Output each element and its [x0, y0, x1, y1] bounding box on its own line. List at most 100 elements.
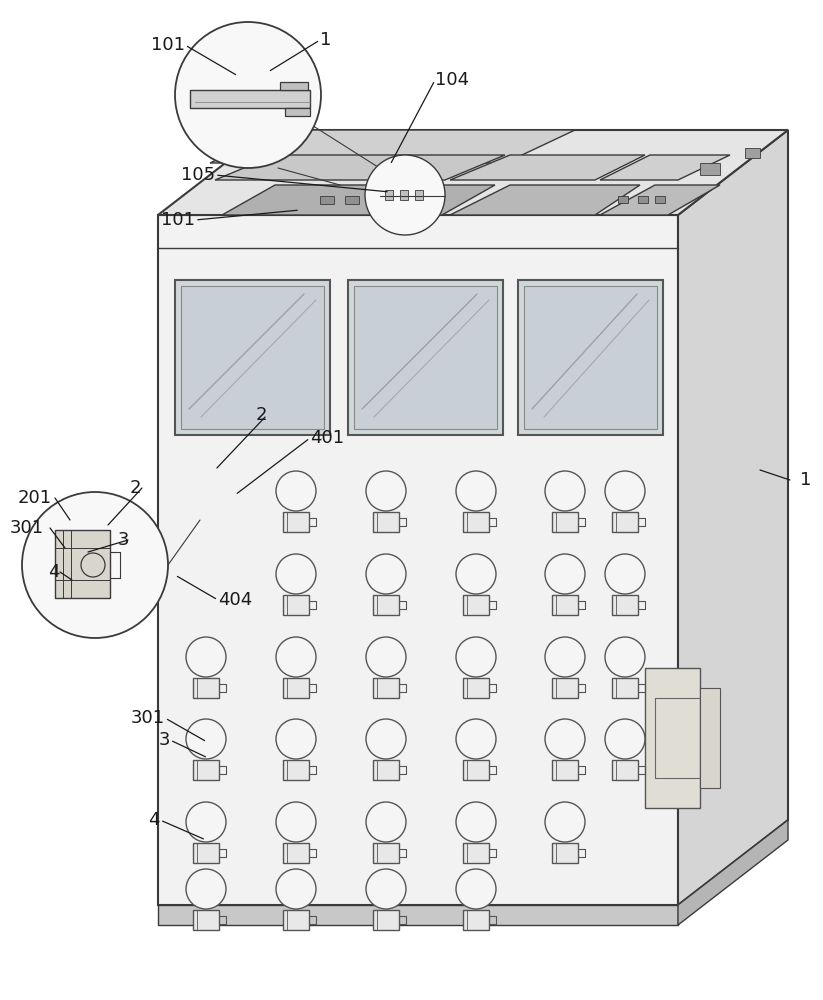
Polygon shape	[373, 512, 399, 532]
Circle shape	[366, 554, 406, 594]
Circle shape	[456, 554, 496, 594]
Polygon shape	[600, 155, 730, 180]
Polygon shape	[612, 595, 638, 615]
Circle shape	[366, 719, 406, 759]
Polygon shape	[55, 530, 110, 598]
Text: 301: 301	[10, 519, 44, 537]
Polygon shape	[285, 108, 310, 116]
Polygon shape	[655, 196, 665, 203]
Polygon shape	[373, 910, 399, 930]
Circle shape	[186, 719, 226, 759]
Polygon shape	[638, 196, 648, 203]
Polygon shape	[193, 910, 219, 930]
Polygon shape	[552, 512, 578, 532]
Polygon shape	[373, 678, 399, 698]
Polygon shape	[320, 196, 334, 204]
Text: 101: 101	[161, 211, 195, 229]
Polygon shape	[678, 820, 788, 925]
Polygon shape	[373, 843, 399, 863]
Polygon shape	[463, 843, 489, 863]
Text: 404: 404	[218, 591, 253, 609]
Polygon shape	[463, 760, 489, 780]
Polygon shape	[700, 163, 720, 175]
Text: 401: 401	[310, 429, 344, 447]
Circle shape	[456, 471, 496, 511]
Polygon shape	[463, 678, 489, 698]
Circle shape	[186, 802, 226, 842]
Polygon shape	[193, 843, 219, 863]
Circle shape	[456, 637, 496, 677]
Polygon shape	[700, 688, 720, 788]
Circle shape	[456, 802, 496, 842]
Polygon shape	[552, 843, 578, 863]
Circle shape	[276, 719, 316, 759]
Polygon shape	[193, 760, 219, 780]
Circle shape	[366, 471, 406, 511]
Circle shape	[605, 554, 645, 594]
Polygon shape	[215, 155, 505, 180]
Polygon shape	[400, 190, 408, 200]
Polygon shape	[385, 190, 393, 200]
Text: 105: 105	[181, 166, 215, 184]
Polygon shape	[283, 760, 309, 780]
Polygon shape	[158, 215, 678, 905]
Bar	[181, 286, 324, 429]
Polygon shape	[552, 760, 578, 780]
Polygon shape	[450, 155, 645, 180]
Circle shape	[276, 869, 316, 909]
Polygon shape	[415, 190, 423, 200]
Text: 4: 4	[148, 811, 160, 829]
Polygon shape	[222, 185, 495, 215]
Circle shape	[276, 802, 316, 842]
Circle shape	[175, 22, 321, 168]
Text: 4: 4	[48, 563, 59, 581]
Polygon shape	[210, 130, 575, 163]
Polygon shape	[283, 512, 309, 532]
Text: 101: 101	[151, 36, 185, 54]
Text: 201: 201	[18, 489, 52, 507]
Polygon shape	[373, 595, 399, 615]
Circle shape	[186, 869, 226, 909]
Circle shape	[366, 869, 406, 909]
Polygon shape	[612, 678, 638, 698]
Bar	[518, 280, 663, 435]
Bar	[354, 286, 497, 429]
Polygon shape	[645, 668, 700, 808]
Polygon shape	[600, 185, 720, 215]
Text: 1: 1	[800, 471, 811, 489]
Circle shape	[545, 719, 585, 759]
Text: 104: 104	[435, 71, 469, 89]
Polygon shape	[463, 910, 489, 930]
Circle shape	[366, 802, 406, 842]
Text: 2: 2	[130, 479, 142, 497]
Circle shape	[605, 471, 645, 511]
Polygon shape	[190, 90, 310, 108]
Circle shape	[365, 155, 445, 235]
Bar	[175, 280, 330, 435]
Bar	[524, 286, 657, 429]
Polygon shape	[678, 130, 788, 905]
Circle shape	[366, 637, 406, 677]
Circle shape	[605, 719, 645, 759]
Polygon shape	[158, 905, 678, 925]
Circle shape	[605, 637, 645, 677]
Polygon shape	[745, 148, 760, 158]
Text: 3: 3	[118, 531, 129, 549]
Polygon shape	[283, 843, 309, 863]
Polygon shape	[463, 512, 489, 532]
Text: 301: 301	[131, 709, 165, 727]
Polygon shape	[373, 760, 399, 780]
Polygon shape	[552, 678, 578, 698]
Polygon shape	[450, 185, 640, 215]
Text: 2: 2	[255, 406, 267, 424]
Polygon shape	[280, 82, 308, 90]
Text: 1: 1	[320, 31, 332, 49]
Circle shape	[276, 471, 316, 511]
Circle shape	[276, 554, 316, 594]
Text: 3: 3	[159, 731, 170, 749]
Polygon shape	[345, 196, 359, 204]
Circle shape	[456, 719, 496, 759]
Bar	[348, 280, 503, 435]
Polygon shape	[618, 196, 628, 203]
Polygon shape	[283, 910, 309, 930]
